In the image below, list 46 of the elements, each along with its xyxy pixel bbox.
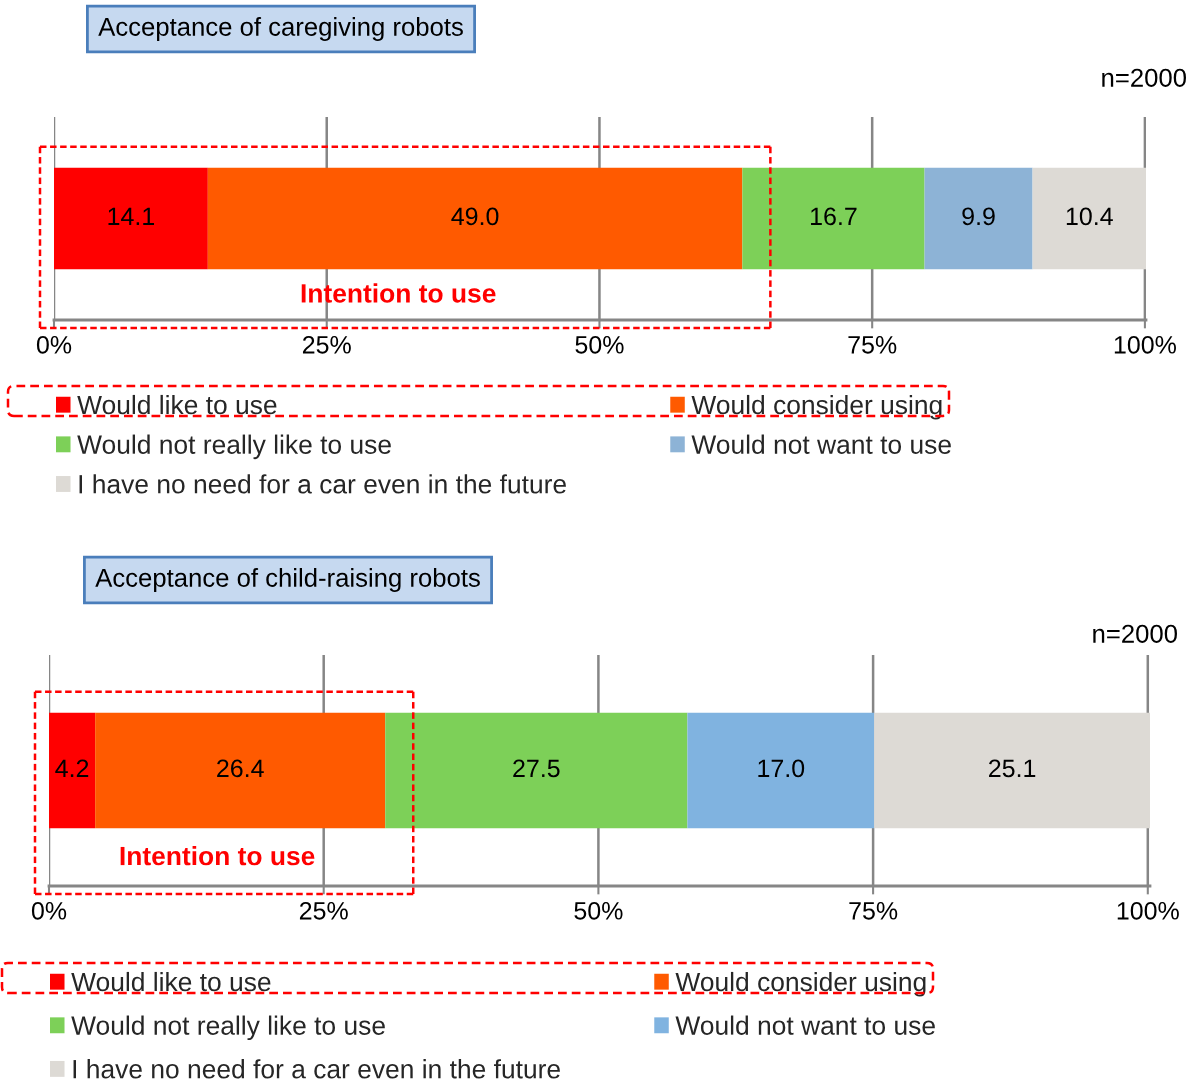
x-tick-label: 25% <box>299 901 348 920</box>
data-label: 49.0 <box>451 207 499 226</box>
data-label: 17.0 <box>758 759 805 778</box>
legend-label: Would consider using <box>691 394 942 420</box>
legend-label: Would like to use <box>77 394 277 415</box>
x-tick-label: 50% <box>574 901 623 920</box>
legend-label: Would not want to use <box>675 1015 935 1035</box>
bar <box>1032 167 1146 270</box>
annotation: Intention to use <box>301 283 496 303</box>
data-label: 14.1 <box>108 207 155 225</box>
bar <box>95 712 386 829</box>
data-label: 26.4 <box>217 759 264 778</box>
bar <box>687 712 875 829</box>
x-tick-label: 75% <box>848 336 897 354</box>
bar <box>207 167 743 270</box>
legend-label: Would not want to use <box>691 434 951 454</box>
x-tick-label: 25% <box>302 335 351 354</box>
data-label: 4.2 <box>55 759 89 777</box>
x-tick-label: 100% <box>1114 335 1176 354</box>
chart-title: Acceptance of child-raising robots <box>95 568 480 592</box>
text: n=2000 <box>1093 624 1177 643</box>
bar <box>49 712 96 829</box>
x-tick-label: 0% <box>36 335 72 354</box>
bar <box>924 167 1033 270</box>
bar <box>874 712 1150 829</box>
legend-label: Would like to use <box>71 971 271 992</box>
bar <box>54 167 208 270</box>
annotation: Intention to use <box>120 845 315 866</box>
chart-title: Acceptance of caregiving robots <box>98 17 463 41</box>
data-label: 16.7 <box>811 207 857 226</box>
x-tick-label: 0% <box>31 901 67 920</box>
x-tick-label: 100% <box>1117 901 1179 920</box>
data-label: 10.4 <box>1066 207 1113 226</box>
data-label: 9.9 <box>962 207 995 226</box>
legend-label: Would consider using <box>675 971 926 997</box>
x-tick-label: 50% <box>575 335 624 354</box>
legend-label: Would not really like to use <box>77 434 391 460</box>
bar <box>742 167 925 270</box>
data-label: 25.1 <box>989 759 1036 778</box>
legend-label: Would not really like to use <box>71 1015 385 1041</box>
x-tick-label: 75% <box>849 902 898 920</box>
legend-label: I have no need for a car even in the future <box>73 1059 560 1079</box>
text: n=2000 <box>1102 68 1186 87</box>
legend-label: I have no need for a car even in the future <box>79 474 566 494</box>
data-label: 27.5 <box>513 759 560 778</box>
bar <box>385 712 688 829</box>
